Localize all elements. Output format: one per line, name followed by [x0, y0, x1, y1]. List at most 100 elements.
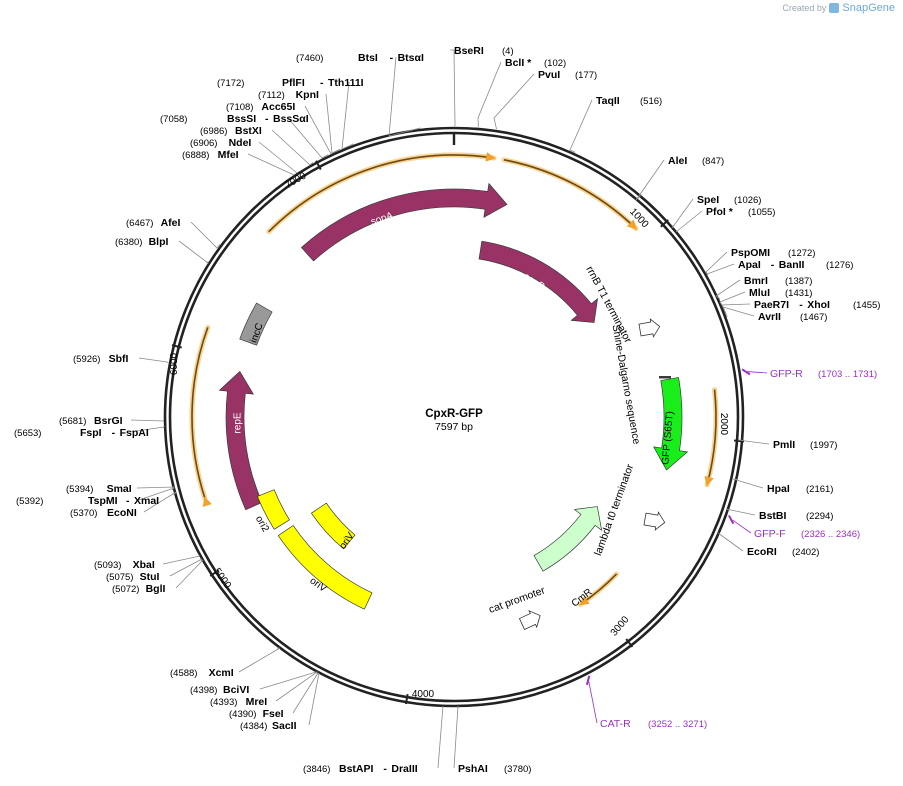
- leader-alei: [635, 159, 665, 201]
- enzyme-kpni-name: KpnI: [296, 89, 319, 101]
- tick-label: 2000: [718, 413, 729, 436]
- enzyme-pflfi-dash: -: [320, 77, 324, 89]
- enzyme-bcli-pos: (102): [544, 58, 566, 69]
- snapgene-logo-icon: [829, 3, 840, 13]
- leader-bgli: [175, 559, 204, 589]
- enzyme-blpi-name: BlpI: [149, 236, 169, 248]
- enzyme-mrei-name: MreI: [246, 696, 268, 708]
- enzyme-mfei-name: MfeI: [218, 149, 239, 161]
- leader-mlui: [719, 291, 746, 310]
- arc-sopb-span-halo: [501, 157, 639, 232]
- leader-blpi: [178, 240, 209, 264]
- leader-apai: [706, 263, 735, 276]
- feature-incc: [239, 302, 273, 346]
- leader-pfoi: [675, 210, 703, 233]
- feature-arc-layer: [189, 152, 719, 607]
- leader-bstapi: [437, 705, 444, 769]
- primer-gfp-f-name: GFP-F: [754, 528, 786, 540]
- primer-gfp-r-leader: [747, 371, 768, 374]
- enzyme-apai-pos: (1276): [826, 260, 853, 271]
- enzyme-bstapi-name: BstAPI: [339, 763, 374, 775]
- leader-pspomi: [705, 251, 728, 275]
- feature-oriv1: [311, 502, 356, 550]
- leader-ndei: [258, 141, 298, 174]
- enzyme-smai-pos: (5394): [66, 484, 93, 495]
- enzyme-fsei-pos: (4390): [229, 709, 256, 720]
- tick-mark: [404, 693, 409, 705]
- enzyme-avrii-name: AvrII: [758, 311, 781, 323]
- enzyme-bsssi-iso: BssSαI: [273, 113, 309, 125]
- leader-xbai: [162, 555, 201, 565]
- leader-btsi: [388, 56, 421, 137]
- tick-mark: [660, 219, 669, 228]
- enzyme-bmri-name: BmrI: [744, 275, 768, 287]
- enzyme-sbfi-name: SbfI: [109, 353, 129, 365]
- leader-stui: [169, 558, 203, 577]
- enzyme-hpai-pos: (2161): [806, 484, 833, 495]
- tick-label: 4000: [412, 689, 435, 700]
- feature-gfp: [653, 377, 688, 471]
- annotation-catp: cat promoter: [487, 584, 547, 616]
- leader-kpni: [325, 93, 341, 154]
- enzyme-fspi-dash: -: [112, 427, 116, 439]
- enzyme-alei-pos: (847): [702, 156, 724, 167]
- enzyme-acc65i-pos: (7108): [226, 102, 253, 113]
- tick-mark: [315, 160, 322, 171]
- leader-bstbi: [725, 508, 756, 516]
- lambda-terminator-arrow: [643, 511, 666, 531]
- primer-gfp-f-range: (2326 .. 2346): [801, 529, 860, 540]
- tick-label: 6000: [169, 352, 180, 375]
- enzyme-bseri-name: BseRI: [454, 45, 484, 57]
- enzyme-xcmi-pos: (4588): [170, 668, 197, 679]
- primer-cat-r-leader: [588, 681, 598, 724]
- leader-taqii: [569, 99, 593, 153]
- leader-avrii: [722, 306, 755, 318]
- enzyme-xcmi-name: XcmI: [209, 667, 234, 679]
- enzyme-bgli-pos: (5072): [112, 584, 139, 595]
- enzyme-pfoi-name: PfoI *: [706, 206, 734, 218]
- enzyme-ecori-name: EcoRI: [747, 546, 777, 558]
- enzyme-bsssi-name: BssSI: [227, 113, 256, 125]
- enzyme-avrii-pos: (1467): [800, 312, 827, 323]
- leader-xcmi: [238, 647, 281, 673]
- enzyme-pflfi-name: PflFI: [282, 77, 305, 89]
- enzyme-ndei-name: NdeI: [229, 137, 252, 149]
- feature-sopa: [301, 183, 508, 262]
- enzyme-leader-layer: [129, 49, 770, 769]
- primer-gfp-f-mark: [728, 514, 735, 525]
- enzyme-xbai-pos: (5093): [94, 560, 121, 571]
- leader-sacii: [308, 672, 320, 726]
- enzyme-kpni-pos: (7112): [258, 90, 285, 101]
- cat-promoter-arrow: [518, 609, 541, 630]
- enzyme-bsssi-dash: -: [265, 113, 269, 125]
- leader-fsei: [292, 672, 319, 714]
- feature-cmr: [533, 506, 602, 572]
- enzyme-mlui-pos: (1431): [785, 288, 812, 299]
- enzyme-stui-name: StuI: [140, 571, 160, 583]
- leader-smai: [136, 486, 175, 490]
- enzyme-sacii-name: SacII: [272, 720, 297, 732]
- leader-bcivi: [259, 671, 317, 690]
- leader-sbfi: [138, 357, 169, 363]
- enzyme-stui-pos: (5075): [106, 572, 133, 583]
- primer-gfp-r-mark: [741, 368, 751, 376]
- enzyme-spei-pos: (1026): [734, 195, 761, 206]
- arc-repe-span: [191, 327, 212, 508]
- snapgene-watermark: Created by SnapGene: [782, 2, 895, 14]
- enzyme-ndei-pos: (6906): [190, 138, 217, 149]
- enzyme-fspi-pos: (5653): [14, 428, 41, 439]
- enzyme-sacii-pos: (4384): [240, 721, 267, 732]
- enzyme-sbfi-pos: (5926): [73, 354, 100, 365]
- enzyme-apai-dash: -: [771, 259, 775, 271]
- tick-label: 7000: [283, 170, 308, 191]
- enzyme-bstbi-name: BstBI: [759, 510, 787, 522]
- enzyme-bcli-name: BclI *: [505, 57, 532, 69]
- enzyme-mrei-pos: (4393): [210, 697, 237, 708]
- tick-mark: [171, 344, 182, 349]
- feature-layer: [219, 183, 688, 630]
- enzyme-pvui-pos: (177): [575, 70, 597, 81]
- feature-gfp-label: GFP (S65T): [660, 411, 676, 465]
- enzyme-taqii-pos: (516): [640, 96, 662, 107]
- backbone-outer-ring: [163, 126, 745, 708]
- tick-mark: [733, 439, 745, 443]
